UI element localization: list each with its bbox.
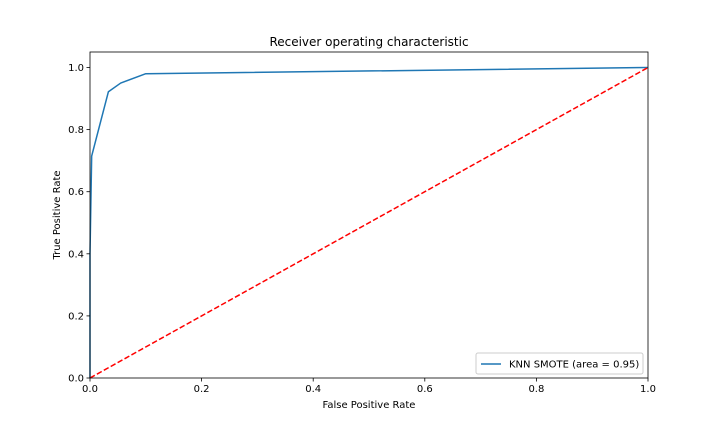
y-tick-label: 0.8	[68, 125, 84, 136]
y-axis-label: True Positive Rate	[52, 170, 63, 260]
y-tick-label: 0.0	[68, 374, 84, 385]
x-tick-label: 0.2	[194, 384, 210, 395]
x-axis-ticks: 0.0 0.2 0.4 0.6 0.8 1.0	[82, 378, 656, 395]
legend: KNN SMOTE (area = 0.95)	[475, 352, 644, 375]
y-tick-label: 0.6	[68, 187, 84, 198]
plot-frame	[89, 51, 649, 379]
legend-box	[475, 352, 644, 375]
chart-title: Receiver operating characteristic	[269, 35, 468, 49]
x-tick-label: 0.6	[417, 384, 433, 395]
x-tick-label: 0.4	[305, 384, 321, 395]
y-tick-label: 0.2	[68, 311, 84, 322]
x-tick-label: 1.0	[640, 384, 656, 395]
y-tick-label: 0.4	[68, 249, 84, 260]
x-axis-label: False Positive Rate	[323, 400, 416, 411]
x-tick-label: 0.8	[528, 384, 544, 395]
y-tick-label: 1.0	[68, 63, 84, 74]
y-axis-ticks: 0.0 0.2 0.4 0.6 0.8 1.0	[68, 63, 90, 385]
legend-label: KNN SMOTE (area = 0.95)	[509, 360, 639, 371]
diagonal-reference-line	[89, 66, 649, 379]
plot-lines	[89, 66, 649, 379]
x-tick-label: 0.0	[82, 384, 98, 395]
